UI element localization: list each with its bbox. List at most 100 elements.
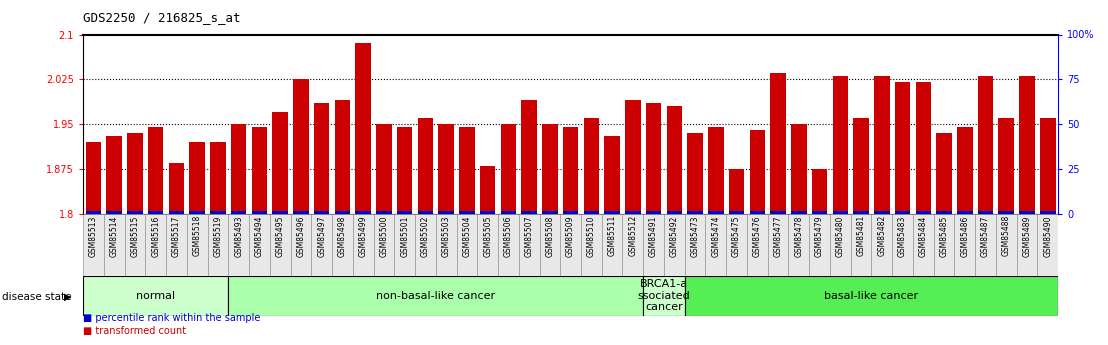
FancyBboxPatch shape: [207, 214, 228, 276]
FancyBboxPatch shape: [228, 214, 249, 276]
FancyBboxPatch shape: [352, 214, 373, 276]
FancyBboxPatch shape: [706, 214, 726, 276]
Text: ■ transformed count: ■ transformed count: [83, 326, 186, 336]
FancyBboxPatch shape: [83, 214, 104, 276]
Bar: [563, 211, 578, 214]
Bar: [667, 211, 683, 214]
FancyBboxPatch shape: [934, 214, 954, 276]
Bar: [273, 211, 288, 214]
Text: GSM85481: GSM85481: [856, 215, 865, 256]
FancyBboxPatch shape: [104, 214, 124, 276]
Bar: [957, 211, 973, 214]
Bar: [646, 103, 661, 214]
Text: GSM85510: GSM85510: [587, 215, 596, 257]
Bar: [127, 211, 143, 214]
FancyBboxPatch shape: [830, 214, 851, 276]
Text: disease state: disease state: [2, 292, 72, 302]
FancyBboxPatch shape: [540, 214, 561, 276]
Bar: [708, 127, 724, 214]
Bar: [687, 211, 702, 214]
Text: GDS2250 / 216825_s_at: GDS2250 / 216825_s_at: [83, 11, 240, 24]
Bar: [563, 127, 578, 214]
Bar: [85, 211, 101, 214]
Bar: [791, 124, 807, 214]
Bar: [604, 136, 619, 214]
Bar: [625, 211, 640, 214]
FancyBboxPatch shape: [996, 214, 1017, 276]
FancyBboxPatch shape: [83, 276, 228, 316]
Text: GSM85512: GSM85512: [628, 215, 637, 256]
FancyBboxPatch shape: [311, 214, 332, 276]
Bar: [294, 79, 309, 214]
Text: non-basal-like cancer: non-basal-like cancer: [377, 291, 495, 301]
Bar: [376, 211, 392, 214]
Text: GSM85495: GSM85495: [276, 215, 285, 257]
Bar: [418, 211, 433, 214]
Text: GSM85492: GSM85492: [670, 215, 679, 257]
Text: GSM85494: GSM85494: [255, 215, 264, 257]
Text: GSM85483: GSM85483: [899, 215, 907, 257]
Bar: [1019, 211, 1035, 214]
Text: GSM85479: GSM85479: [815, 215, 824, 257]
Text: GSM85493: GSM85493: [234, 215, 243, 257]
Bar: [977, 211, 993, 214]
Text: GSM85497: GSM85497: [317, 215, 326, 257]
FancyBboxPatch shape: [954, 214, 975, 276]
Text: GSM85506: GSM85506: [504, 215, 513, 257]
Text: GSM85486: GSM85486: [961, 215, 970, 257]
FancyBboxPatch shape: [892, 214, 913, 276]
Bar: [542, 124, 557, 214]
FancyBboxPatch shape: [913, 214, 934, 276]
Bar: [957, 127, 973, 214]
Bar: [148, 211, 164, 214]
FancyBboxPatch shape: [435, 214, 456, 276]
Text: GSM85509: GSM85509: [566, 215, 575, 257]
FancyBboxPatch shape: [478, 214, 497, 276]
Bar: [729, 211, 745, 214]
Text: GSM85515: GSM85515: [131, 215, 140, 257]
Bar: [418, 118, 433, 214]
Text: basal-like cancer: basal-like cancer: [824, 291, 919, 301]
Text: normal: normal: [136, 291, 175, 301]
Text: GSM85501: GSM85501: [400, 215, 409, 257]
Bar: [874, 76, 890, 214]
Bar: [397, 127, 412, 214]
FancyBboxPatch shape: [644, 276, 685, 316]
Bar: [895, 82, 911, 214]
Text: GSM85518: GSM85518: [193, 215, 202, 256]
Bar: [770, 73, 786, 214]
Text: GSM85473: GSM85473: [690, 215, 699, 257]
Bar: [646, 211, 661, 214]
Bar: [708, 211, 724, 214]
Text: GSM85477: GSM85477: [773, 215, 782, 257]
Bar: [522, 211, 537, 214]
Bar: [853, 118, 869, 214]
Text: GSM85513: GSM85513: [89, 215, 98, 257]
Bar: [459, 211, 474, 214]
Bar: [749, 211, 766, 214]
FancyBboxPatch shape: [1037, 214, 1058, 276]
Text: GSM85478: GSM85478: [794, 215, 803, 257]
FancyBboxPatch shape: [789, 214, 809, 276]
Text: ▶: ▶: [64, 292, 72, 302]
FancyBboxPatch shape: [290, 214, 311, 276]
Bar: [584, 211, 599, 214]
Bar: [148, 127, 164, 214]
FancyBboxPatch shape: [975, 214, 996, 276]
FancyBboxPatch shape: [851, 214, 871, 276]
Bar: [542, 211, 557, 214]
Text: GSM85475: GSM85475: [732, 215, 741, 257]
Bar: [895, 211, 911, 214]
FancyBboxPatch shape: [519, 214, 540, 276]
Text: GSM85487: GSM85487: [981, 215, 991, 257]
Bar: [501, 124, 516, 214]
Text: GSM85507: GSM85507: [524, 215, 534, 257]
Text: GSM85517: GSM85517: [172, 215, 181, 257]
Bar: [252, 127, 267, 214]
Bar: [749, 130, 766, 214]
Text: GSM85502: GSM85502: [421, 215, 430, 257]
Bar: [273, 112, 288, 214]
Bar: [936, 133, 952, 214]
Text: GSM85496: GSM85496: [297, 215, 306, 257]
Text: GSM85485: GSM85485: [940, 215, 948, 257]
